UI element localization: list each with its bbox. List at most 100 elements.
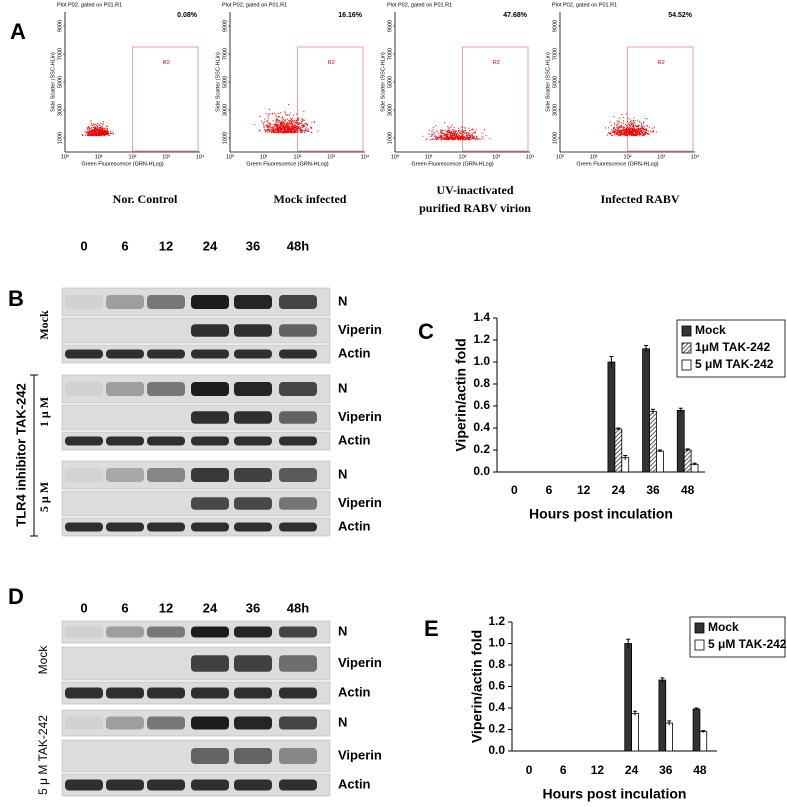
event-dot xyxy=(453,137,455,139)
event-dot xyxy=(640,134,642,136)
event-dot xyxy=(617,131,619,133)
event-dot xyxy=(90,130,92,132)
event-dot xyxy=(631,122,633,124)
event-dot xyxy=(307,128,309,130)
event-dot xyxy=(93,127,95,129)
legend-label: 1μM TAK-242 xyxy=(695,340,770,354)
event-dot xyxy=(426,138,428,140)
event-dot xyxy=(432,138,434,140)
event-dot xyxy=(641,127,643,129)
event-dot xyxy=(99,127,101,129)
y-tick-label: 0.2 xyxy=(488,722,505,736)
event-dot xyxy=(621,126,623,128)
event-dot xyxy=(631,132,633,134)
event-dot xyxy=(292,127,294,129)
event-dot xyxy=(298,126,300,128)
event-dot xyxy=(630,126,632,128)
event-dot xyxy=(639,121,641,123)
gate xyxy=(132,46,199,152)
event-dot xyxy=(624,130,626,132)
event-dot xyxy=(267,120,269,122)
event-dot xyxy=(297,117,299,119)
event-dot xyxy=(441,138,443,140)
event-dot xyxy=(272,120,274,122)
event-dot xyxy=(102,133,104,135)
event-dot xyxy=(627,129,629,131)
event-dot xyxy=(641,125,643,127)
event-dot xyxy=(643,132,645,134)
event-dot xyxy=(86,133,88,135)
event-dot xyxy=(457,133,459,135)
gate-label: R2 xyxy=(328,60,335,66)
event-dot xyxy=(289,132,291,134)
event-dot xyxy=(282,124,284,126)
event-dot xyxy=(277,117,279,119)
blot-band xyxy=(106,436,144,446)
event-dot xyxy=(627,120,629,122)
event-dot xyxy=(452,137,454,139)
bar xyxy=(690,463,699,473)
event-dot xyxy=(626,133,628,135)
event-dot xyxy=(259,129,261,131)
event-dot xyxy=(89,131,91,133)
blot-band xyxy=(279,748,317,764)
event-dot xyxy=(617,132,619,134)
event-dot xyxy=(474,131,476,133)
event-dot xyxy=(622,129,624,131)
blot-band xyxy=(279,436,317,446)
y-axis-label: Viperin/actin fold xyxy=(469,630,485,743)
event-dot xyxy=(96,127,98,129)
event-dot xyxy=(451,137,453,139)
blot-band xyxy=(65,626,103,638)
event-dot xyxy=(432,127,434,129)
event-dot xyxy=(611,131,613,133)
event-dot xyxy=(452,134,454,136)
blot-band xyxy=(65,349,103,359)
event-dot xyxy=(306,127,308,129)
event-dot xyxy=(296,127,298,129)
event-dot xyxy=(630,123,632,125)
event-dot xyxy=(102,132,104,134)
event-dot xyxy=(87,134,89,136)
event-dot xyxy=(627,128,629,130)
event-dot xyxy=(468,134,470,136)
event-dot xyxy=(635,133,637,135)
event-dot xyxy=(302,118,304,120)
event-dot xyxy=(461,135,463,137)
lane-label: 36 xyxy=(246,600,260,615)
event-dot xyxy=(273,126,275,128)
event-dot xyxy=(447,136,449,138)
event-dot xyxy=(273,127,275,129)
y-tick-label: 1.2 xyxy=(488,614,505,628)
event-dot xyxy=(279,122,281,124)
bar xyxy=(658,679,667,752)
event-dot xyxy=(264,131,266,133)
blot-band xyxy=(191,497,229,510)
blot-band xyxy=(106,349,144,359)
event-dot xyxy=(647,130,649,132)
event-dot xyxy=(620,133,622,135)
event-dot xyxy=(460,137,462,139)
event-dot xyxy=(623,122,625,124)
legend-box xyxy=(689,616,786,658)
event-dot xyxy=(278,132,280,134)
event-dot xyxy=(93,134,95,136)
event-dot xyxy=(293,128,295,130)
event-dot xyxy=(275,120,277,122)
event-dot xyxy=(305,129,307,131)
event-dot xyxy=(640,129,642,131)
x-axis-label: Green Fluorescence (GRN-HLog) xyxy=(246,161,328,167)
y-tick-label: 3000 xyxy=(387,104,393,116)
blot-band xyxy=(279,468,317,482)
event-dot xyxy=(626,128,628,130)
event-dot xyxy=(268,131,270,133)
event-dot xyxy=(89,131,91,133)
event-dot xyxy=(302,119,304,121)
event-dot xyxy=(450,134,452,136)
event-dot xyxy=(295,120,297,122)
event-dot xyxy=(614,128,616,130)
blot-band xyxy=(234,382,272,396)
lane-label: 6 xyxy=(121,600,128,615)
event-dot xyxy=(612,127,614,129)
event-dot xyxy=(96,130,98,132)
